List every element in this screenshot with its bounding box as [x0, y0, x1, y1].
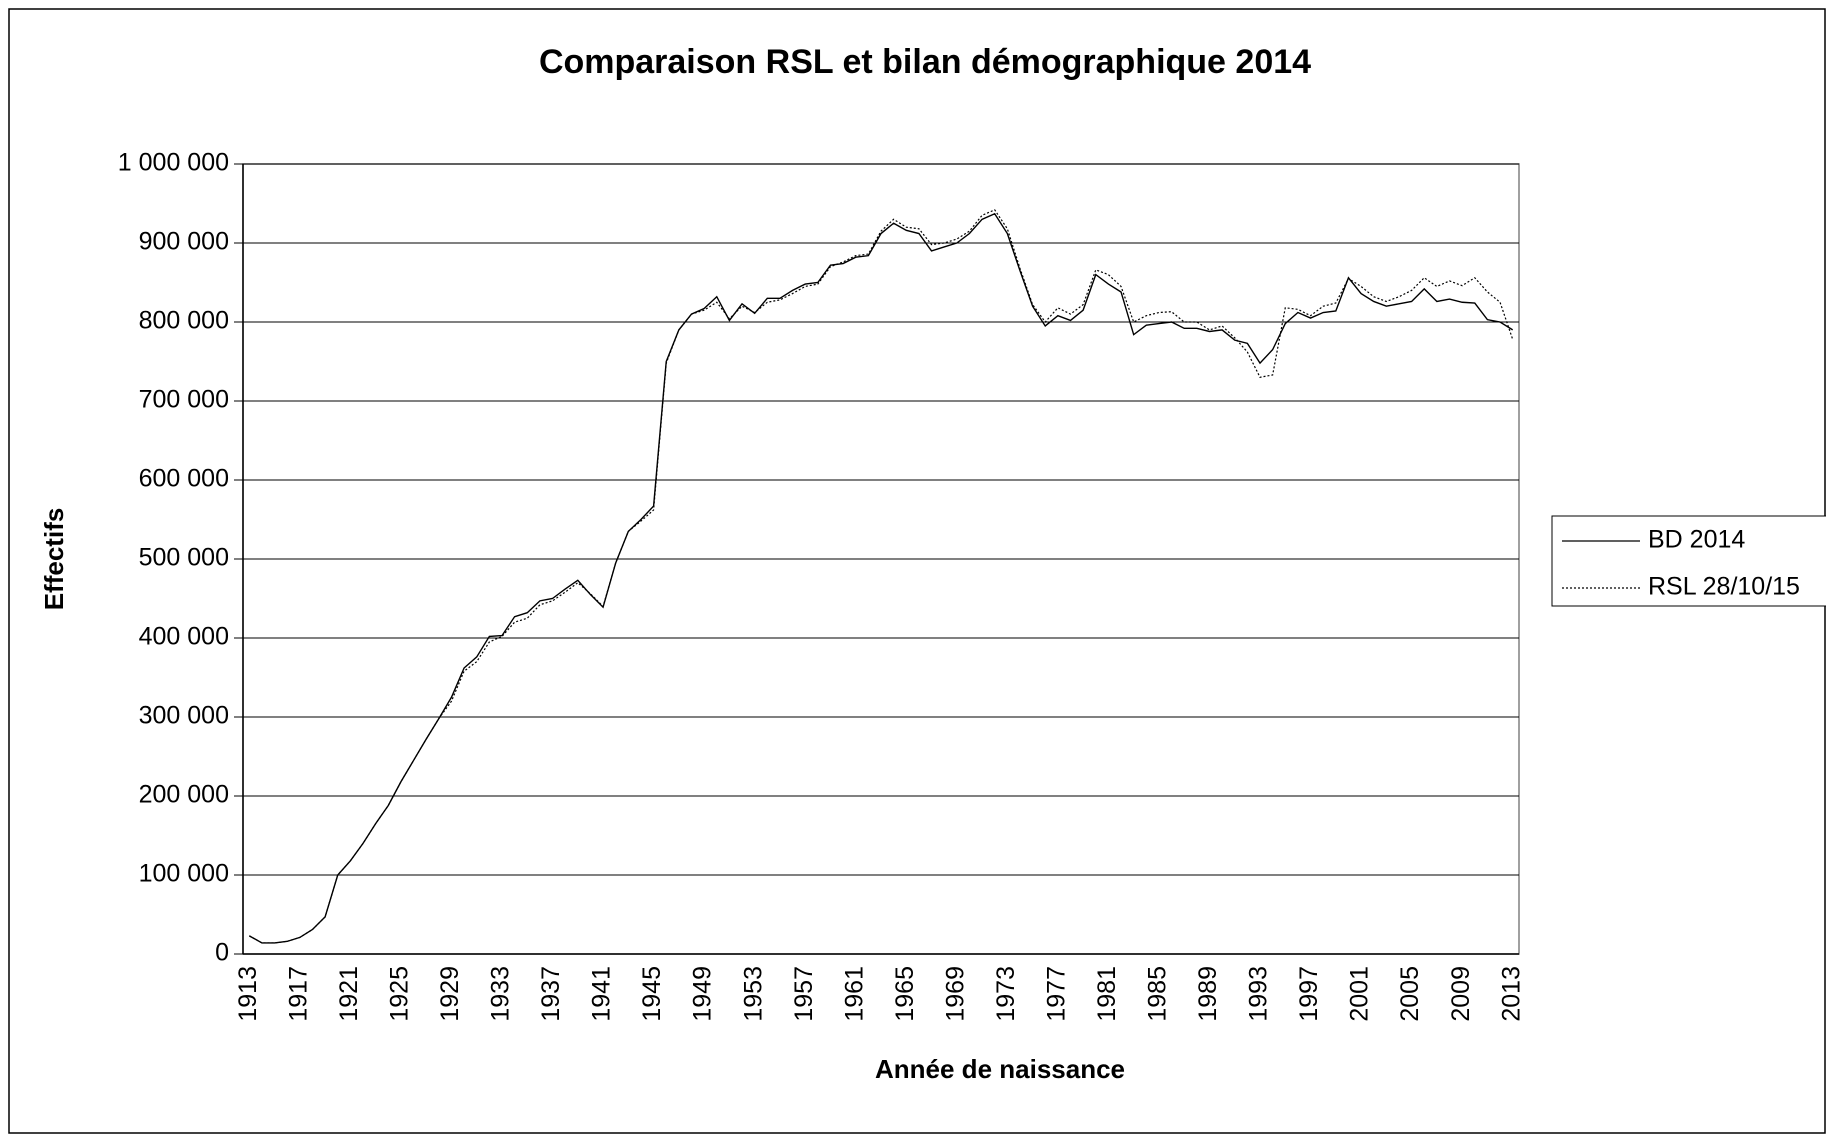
y-tick-label: 500 000 [139, 544, 229, 572]
x-tick-label: 1945 [638, 966, 666, 1022]
legend-label: BD 2014 [1648, 526, 1745, 554]
y-tick-label: 600 000 [139, 465, 229, 493]
series-line [249, 209, 1514, 944]
x-tick-label: 1989 [1194, 966, 1222, 1022]
chart-title: Comparaison RSL et bilan démographique 2… [539, 43, 1311, 81]
x-tick-label: 1965 [891, 966, 919, 1022]
y-tick-label: 200 000 [139, 781, 229, 809]
x-tick-label: 2009 [1447, 966, 1475, 1022]
y-tick-label: 100 000 [139, 860, 229, 888]
y-axis-title: Effectifs [39, 508, 69, 611]
x-tick-label: 1913 [234, 966, 262, 1022]
x-tick-label: 1933 [487, 966, 515, 1022]
y-tick-label: 1 000 000 [118, 149, 229, 177]
x-tick-label: 1997 [1295, 966, 1323, 1022]
x-tick-label: 1961 [840, 966, 868, 1022]
x-tick-label: 1977 [1042, 966, 1070, 1022]
x-tick-label: 1957 [790, 966, 818, 1022]
y-tick-label: 0 [215, 939, 229, 967]
x-tick-label: 1917 [284, 966, 312, 1022]
y-tick-label: 900 000 [139, 228, 229, 256]
series-line [248, 212, 1514, 944]
x-tick-label: 1969 [941, 966, 969, 1022]
x-tick-label: 1973 [992, 966, 1020, 1022]
x-tick-label: 2001 [1346, 966, 1374, 1022]
x-tick-label: 1921 [335, 966, 363, 1022]
x-tick-label: 1949 [689, 966, 717, 1022]
x-tick-label: 1981 [1093, 966, 1121, 1022]
x-tick-label: 1953 [739, 966, 767, 1022]
y-tick-label: 800 000 [139, 307, 229, 335]
x-tick-label: 2013 [1497, 966, 1525, 1022]
x-tick-label: 1941 [588, 966, 616, 1022]
x-axis-title: Année de naissance [875, 1054, 1125, 1084]
x-tick-label: 1985 [1144, 966, 1172, 1022]
x-tick-label: 1993 [1245, 966, 1273, 1022]
x-tick-label: 1925 [386, 966, 414, 1022]
x-tick-label: 1937 [537, 966, 565, 1022]
legend-label: RSL 28/10/15 [1648, 573, 1800, 601]
legend-box [1551, 515, 1826, 607]
x-tick-label: 1929 [436, 966, 464, 1022]
y-tick-label: 300 000 [139, 702, 229, 730]
x-tick-label: 2005 [1396, 966, 1424, 1022]
y-tick-label: 700 000 [139, 386, 229, 414]
y-tick-label: 400 000 [139, 623, 229, 651]
